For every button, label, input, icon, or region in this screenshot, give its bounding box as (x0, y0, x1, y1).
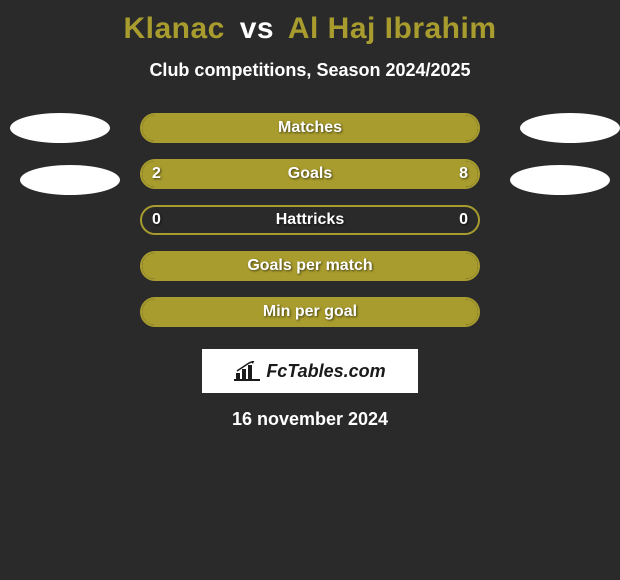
stat-fill (142, 253, 478, 279)
player2-club-placeholder (510, 165, 610, 195)
stat-row: Goals per match (140, 251, 480, 281)
player2-name: Al Haj Ibrahim (288, 12, 497, 45)
stat-value-left: 0 (152, 207, 161, 233)
source-badge: FcTables.com (202, 349, 418, 393)
stat-value-right: 0 (459, 207, 468, 233)
vs-text: vs (240, 12, 274, 45)
player1-club-placeholder (20, 165, 120, 195)
stat-fill (142, 299, 478, 325)
stat-row: 0 0Hattricks (140, 205, 480, 235)
subtitle: Club competitions, Season 2024/2025 (0, 60, 620, 81)
player1-avatar-placeholder (10, 113, 110, 143)
infographic-container: Klanac vs Al Haj Ibrahim Club competitio… (0, 0, 620, 580)
stat-rows: Matches 28Goals 0 0Hattricks Goals per match… (140, 113, 480, 327)
stat-fill-right (209, 161, 478, 187)
bar-chart-icon (234, 361, 260, 381)
stat-row: Matches (140, 113, 480, 143)
stat-row: 28Goals (140, 159, 480, 189)
stat-fill-left (142, 161, 209, 187)
stat-label: Hattricks (142, 207, 478, 233)
infographic-date: 16 november 2024 (0, 409, 620, 430)
player2-avatar-placeholder (520, 113, 620, 143)
stat-fill (142, 115, 478, 141)
stat-row: Min per goal (140, 297, 480, 327)
page-title: Klanac vs Al Haj Ibrahim (0, 12, 620, 46)
source-badge-text: FcTables.com (266, 361, 385, 382)
stats-block: Matches 28Goals 0 0Hattricks Goals per match… (0, 113, 620, 327)
player1-name: Klanac (123, 12, 224, 45)
